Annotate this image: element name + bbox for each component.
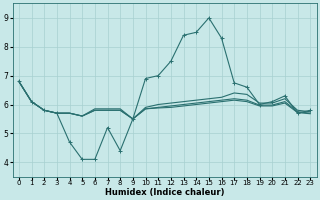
X-axis label: Humidex (Indice chaleur): Humidex (Indice chaleur) [105,188,224,197]
